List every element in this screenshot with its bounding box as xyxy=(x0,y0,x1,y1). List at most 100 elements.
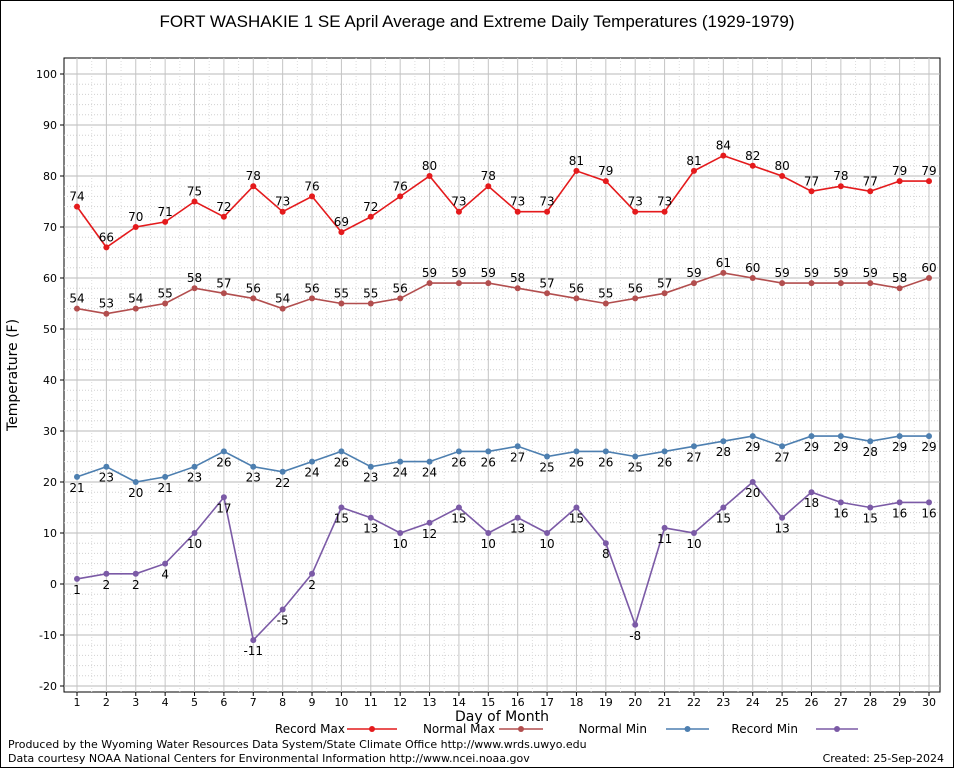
normal-max-point xyxy=(103,310,110,317)
record-min-data-label: -11 xyxy=(243,644,263,658)
footer-produced-by: Produced by the Wyoming Water Resources … xyxy=(8,738,587,751)
y-tick-label: 80 xyxy=(43,170,57,183)
normal-min-data-label: 26 xyxy=(334,455,349,469)
record-min-point xyxy=(573,504,580,511)
record-min-point xyxy=(455,504,462,511)
record-min-data-label: 2 xyxy=(103,578,111,592)
record-max-point xyxy=(867,188,874,195)
record-min-data-label: 2 xyxy=(132,578,140,592)
normal-min-point xyxy=(397,458,404,465)
record-max-data-label: 80 xyxy=(774,159,789,173)
x-tick-label: 7 xyxy=(250,696,257,709)
normal-max-point xyxy=(632,295,639,302)
record-max-data-label: 72 xyxy=(363,200,378,214)
normal-max-point xyxy=(279,305,286,312)
normal-max-data-label: 56 xyxy=(628,281,643,295)
record-min-data-label: 10 xyxy=(481,537,496,551)
normal-max-data-label: 54 xyxy=(275,292,290,306)
normal-max-data-label: 54 xyxy=(69,292,84,306)
normal-min-data-label: 25 xyxy=(539,461,554,475)
record-min-data-label: 1 xyxy=(73,583,81,597)
normal-max-point xyxy=(455,280,462,287)
record-max-point xyxy=(632,208,639,215)
x-tick-label: 8 xyxy=(279,696,286,709)
normal-max-point xyxy=(749,275,756,281)
normal-min-point xyxy=(837,433,844,440)
record-max-point xyxy=(837,183,844,190)
series-normal-min: 21 23 20 21 23 26 23 22 24 26 23 24 24 26 26 27 25 26 26 25… xyxy=(69,433,937,500)
normal-min-data-label: 29 xyxy=(921,440,936,454)
record-max-point xyxy=(103,244,110,251)
record-max-point xyxy=(426,173,433,179)
normal-max-data-label: 61 xyxy=(716,256,731,270)
x-tick-label: 24 xyxy=(746,696,760,709)
record-min-point xyxy=(720,504,727,511)
normal-min-point xyxy=(162,473,169,480)
record-max-point xyxy=(485,183,492,190)
legend-marker-record-min xyxy=(834,726,840,732)
y-tick-label: 30 xyxy=(43,425,57,438)
record-max-point xyxy=(455,208,462,215)
record-max-data-label: 79 xyxy=(598,164,613,178)
record-max-point xyxy=(544,208,551,215)
y-axis: -20 -10 0 10 20 30 40 50 60 70 80 90 100 xyxy=(36,68,64,693)
record-min-point xyxy=(749,479,756,485)
x-axis: 1 2 3 4 5 6 7 8 9 10 11 12 13 14 15 16 17 18 19 20 21 22 23 24 2… xyxy=(74,692,936,709)
record-min-data-label: 13 xyxy=(363,522,378,536)
record-max-data-label: 72 xyxy=(216,200,231,214)
record-max-point xyxy=(74,203,80,210)
record-min-data-label: 15 xyxy=(716,512,731,526)
normal-min-point xyxy=(632,453,639,460)
record-max-data-label: 73 xyxy=(451,195,466,209)
record-min-point xyxy=(103,570,110,577)
record-max-data-label: 80 xyxy=(422,159,437,173)
record-min-data-label: 11 xyxy=(657,532,672,546)
footer-created: Created: 25-Sep-2024 xyxy=(822,752,944,765)
normal-min-point xyxy=(867,438,874,445)
normal-min-point xyxy=(426,458,433,465)
normal-min-data-label: 23 xyxy=(187,471,202,485)
x-axis-label: Day of Month xyxy=(455,709,549,725)
normal-max-data-label: 56 xyxy=(246,281,261,295)
normal-max-point xyxy=(896,285,903,292)
normal-max-data-label: 56 xyxy=(393,281,408,295)
record-min-data-label: 10 xyxy=(187,537,202,551)
x-tick-label: 15 xyxy=(481,696,495,709)
record-max-data-label: 81 xyxy=(686,154,701,168)
normal-min-data-label: 21 xyxy=(69,481,84,495)
record-min-point xyxy=(779,514,786,521)
record-min-point xyxy=(896,499,903,506)
normal-min-data-label: 28 xyxy=(863,445,878,459)
record-min-data-label: 18 xyxy=(804,496,819,510)
x-tick-label: 13 xyxy=(423,696,437,709)
normal-min-data-label: 23 xyxy=(246,471,261,485)
record-min-data-label: 13 xyxy=(510,522,525,536)
normal-max-point xyxy=(602,300,609,307)
normal-min-data-label: 26 xyxy=(451,455,466,469)
record-max-data-label: 74 xyxy=(69,190,84,204)
normal-min-data-label: 26 xyxy=(481,455,496,469)
footer-data-courtesy: Data courtesy NOAA National Centers for … xyxy=(8,752,530,765)
record-max-data-label: 73 xyxy=(539,195,554,209)
x-tick-label: 26 xyxy=(804,696,818,709)
record-min-data-label: 13 xyxy=(774,522,789,536)
normal-min-point xyxy=(367,463,374,470)
record-min-point xyxy=(426,519,433,526)
record-min-point xyxy=(661,524,668,531)
normal-min-point xyxy=(132,479,139,485)
normal-min-point xyxy=(103,463,110,470)
x-tick-label: 20 xyxy=(628,696,642,709)
record-max-data-label: 81 xyxy=(569,154,584,168)
normal-max-data-label: 59 xyxy=(833,266,848,280)
normal-max-point xyxy=(837,280,844,287)
grid-lines xyxy=(64,58,940,692)
y-axis-label: Temperature (F) xyxy=(5,319,21,432)
record-min-point xyxy=(808,489,815,496)
record-min-point xyxy=(602,540,609,547)
record-min-data-label: 15 xyxy=(451,512,466,526)
normal-max-data-label: 57 xyxy=(539,276,554,290)
legend-marker-normal-min xyxy=(684,726,691,732)
record-min-point xyxy=(279,606,286,613)
normal-max-point xyxy=(426,280,433,287)
